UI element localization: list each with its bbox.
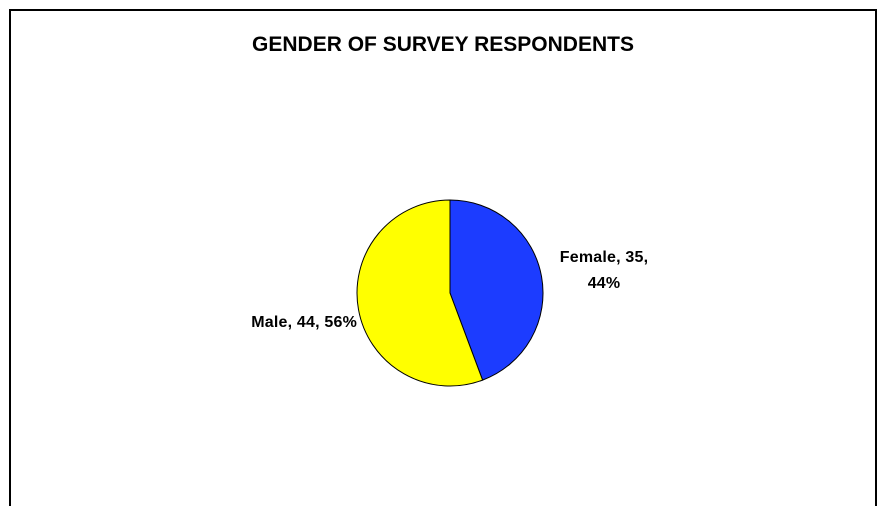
pie-slices (356, 199, 544, 387)
pie-slice-female (449, 199, 544, 381)
slice-label-female: Female, 35, (560, 249, 648, 266)
pie-labels: Female, 35, 44% Male, 44, 56% (251, 249, 648, 331)
chart-title: GENDER OF SURVEY RESPONDENTS (252, 33, 634, 56)
slice-label-female-percent: 44% (588, 275, 621, 292)
pie-slice-male (356, 199, 484, 387)
slice-label-male: Male, 44, 56% (251, 314, 357, 331)
